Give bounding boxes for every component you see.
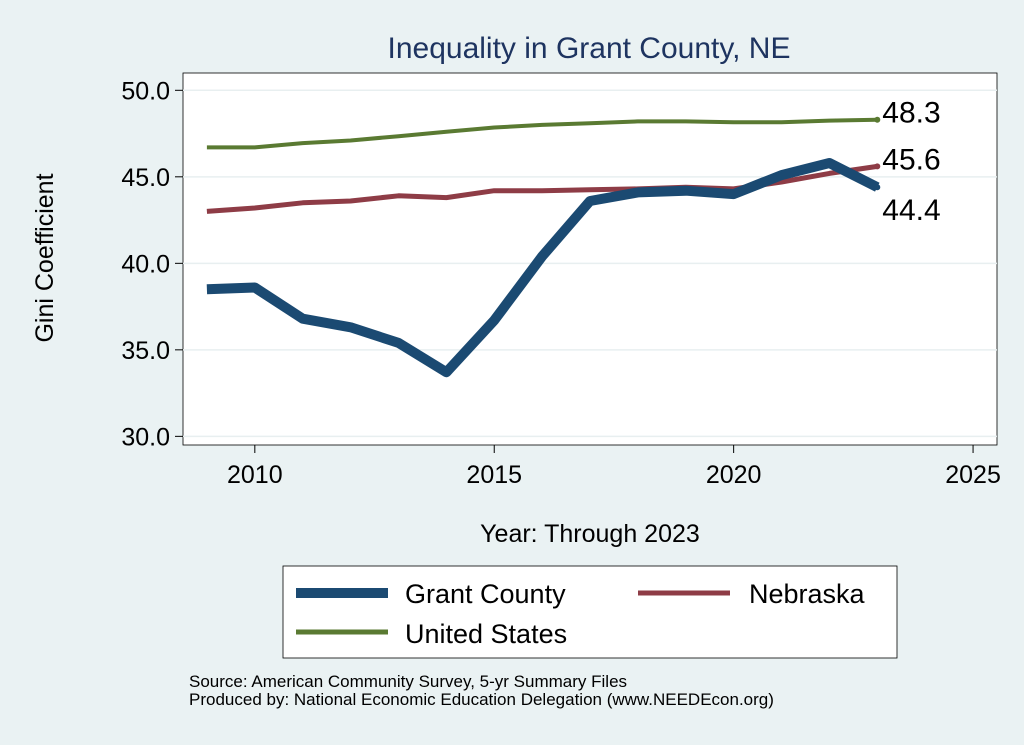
y-axis: 30.0 35.0 40.0 45.0 50.0	[121, 77, 183, 451]
end-labels: 44.4 45.6 48.3	[882, 97, 940, 227]
y-axis-title: Gini Coefficient	[31, 173, 59, 342]
end-label-nebraska: 45.6	[882, 143, 940, 176]
x-axis-title: Year: Through 2023	[480, 520, 700, 548]
plot-area	[182, 72, 998, 446]
source-note: Source: American Community Survey, 5-yr …	[189, 672, 628, 691]
series-line-grant-county	[206, 158, 880, 378]
series-line-united-states	[206, 117, 878, 150]
end-label-grant-county: 44.4	[882, 194, 940, 227]
y-tick-label: 30.0	[121, 423, 170, 451]
legend-box	[282, 565, 898, 659]
chart-title: Inequality in Grant County, NE	[388, 32, 791, 65]
x-tick-label: 2020	[706, 461, 762, 489]
y-tick-label: 40.0	[121, 250, 170, 278]
end-point-nebraska	[874, 163, 881, 170]
producer-note: Produced by: National Economic Education…	[189, 690, 774, 709]
y-tick-label: 50.0	[121, 77, 170, 105]
x-tick-label: 2010	[227, 461, 283, 489]
legend-label-grant-county: Grant County	[405, 579, 566, 609]
end-point-grant-county	[874, 184, 881, 191]
end-label-united-states: 48.3	[882, 97, 940, 130]
y-tick-label: 35.0	[121, 337, 170, 365]
x-tick-label: 2025	[945, 461, 1001, 489]
end-point-united-states	[874, 116, 881, 123]
legend-label-nebraska: Nebraska	[749, 579, 866, 609]
series-lines	[206, 116, 881, 378]
legend-label-united-states: United States	[405, 619, 567, 649]
x-tick-label: 2015	[466, 461, 522, 489]
y-tick-label: 45.0	[121, 164, 170, 192]
x-axis: 2010 2015 2020 2025	[227, 445, 1001, 489]
legend: Grant County Nebraska United States	[282, 565, 898, 659]
